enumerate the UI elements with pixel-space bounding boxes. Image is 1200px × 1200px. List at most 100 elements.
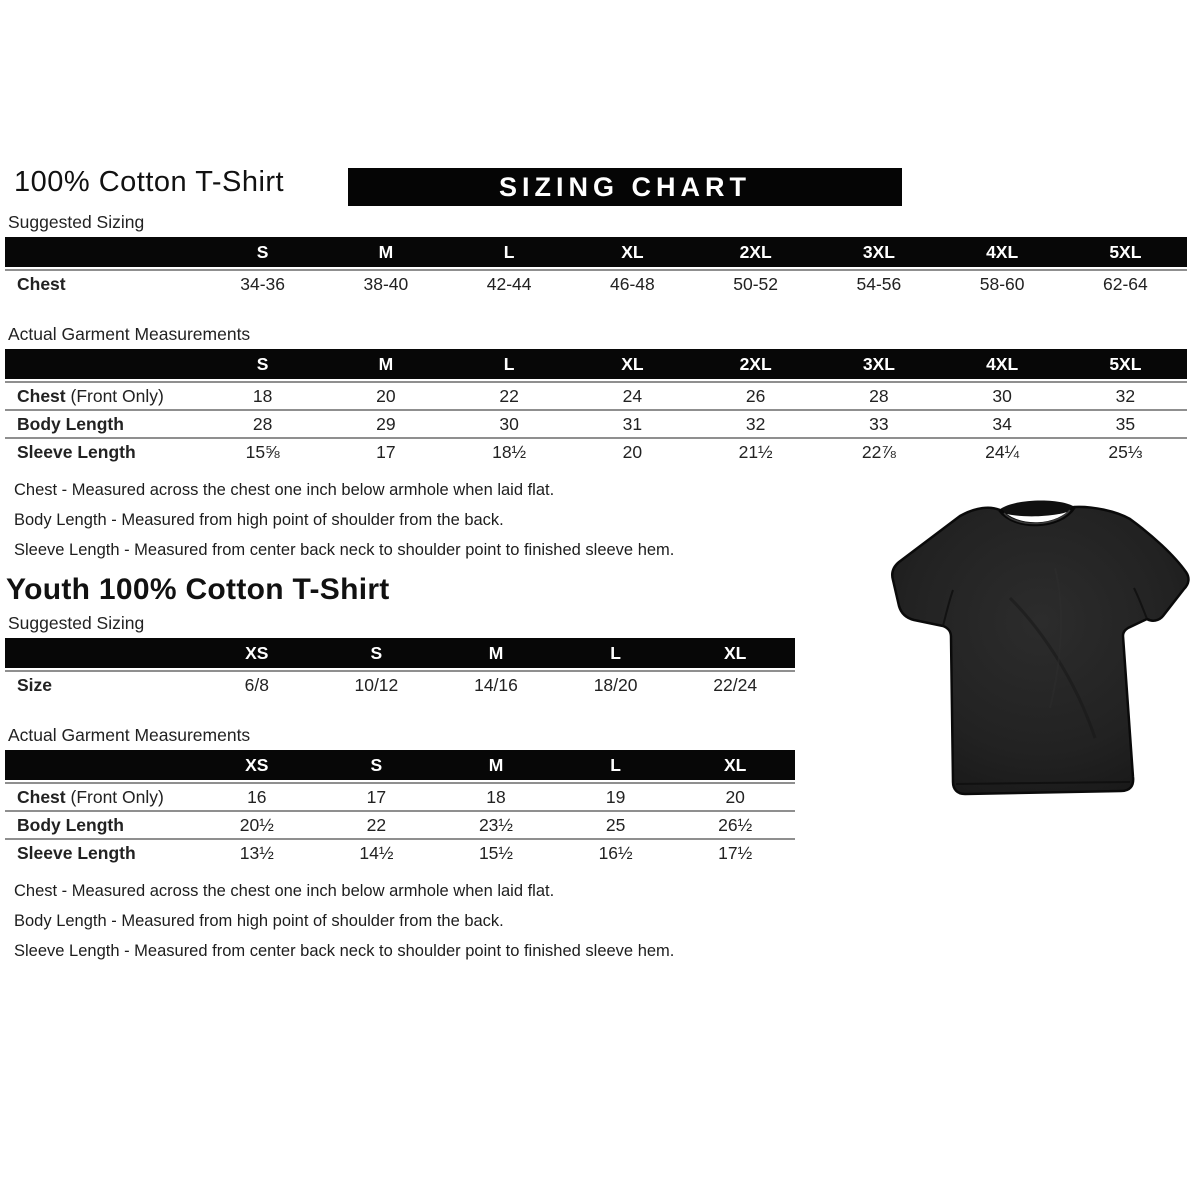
measurement-cell: 38-40 (363, 273, 409, 294)
size-column-header: M (488, 642, 504, 663)
size-column-header: L (610, 642, 621, 663)
measurement-cell: 32 (1115, 385, 1136, 406)
measurement-cell: 26 (745, 385, 766, 406)
measurement-cell: 16½ (598, 842, 633, 863)
size-column-header: XL (724, 754, 747, 775)
adult-suggested-sizing-table: S M L XL 2XL 3XL 4XL 5XL Chest 34-36 38-40 42-44 46-… (5, 237, 1187, 297)
tshirt-product-image (891, 500, 1190, 796)
measurement-cell: 31 (622, 413, 643, 434)
size-column-header: L (503, 241, 515, 262)
tshirt-wrinkle (1049, 567, 1063, 709)
measurement-cell: 22 (499, 385, 519, 406)
measurement-cell: 22 (366, 814, 387, 835)
measurement-cell: 25 (605, 814, 626, 835)
row-label: Chest (Front Only) (17, 786, 164, 807)
sizing-chart-banner-label: SIZING CHART (499, 171, 751, 202)
measurement-cell: 22⅞ (861, 441, 896, 462)
measurement-cell: 22/24 (713, 674, 758, 695)
measurement-cell: 18 (252, 385, 273, 406)
tshirt-right-underarm-seam (1133, 587, 1148, 620)
measurement-cell: 34-36 (240, 273, 285, 294)
youth-actual-measurements-table: XS S M L XL Chest (Front Only) 16 17 18 19 20 Body … (5, 750, 795, 866)
youth-measurement-notes: Chest - Measured across the chest one in… (14, 876, 1200, 966)
measurement-cell: 21½ (738, 441, 773, 462)
youth-title: Youth 100% Cotton T-Shirt (6, 573, 390, 606)
measurement-cell: 25⅓ (1108, 441, 1143, 462)
measurement-cell: 58-60 (979, 273, 1025, 294)
measurement-cell: 54-56 (856, 273, 902, 294)
size-column-header: 4XL (986, 241, 1019, 262)
size-column-header: M (378, 241, 394, 262)
measurement-cell: 17 (366, 786, 387, 807)
measurement-cell: 46-48 (609, 273, 655, 294)
size-column-header: M (488, 754, 504, 775)
table-row: Sleeve Length 15⅝ 17 18½ 20 21½ 22⅞ 24¼ 25⅓ (5, 437, 1187, 465)
size-column-header: XL (621, 353, 644, 374)
tshirt-collar-back (998, 500, 1076, 517)
measurement-cell: 20 (725, 786, 745, 807)
table-header-row: XS S M L XL (5, 638, 795, 668)
youth-actual-measurements-label: Actual Garment Measurements (8, 725, 251, 745)
measurement-cell: 23½ (478, 814, 514, 835)
measurement-cell: 34 (992, 413, 1012, 434)
measurement-cell: 50-52 (733, 273, 778, 294)
measurement-cell: 20 (376, 385, 396, 406)
measurement-cell: 24¼ (985, 441, 1020, 462)
measurement-note: Sleeve Length - Measured from center bac… (14, 541, 675, 559)
measurement-cell: 18/20 (593, 674, 638, 695)
size-column-header: S (370, 754, 383, 775)
adult-suggested-sizing-label: Suggested Sizing (8, 212, 145, 232)
row-label: Body Length (17, 413, 124, 434)
measurement-cell: 13½ (239, 842, 274, 863)
table-header-row: S M L XL 2XL 3XL 4XL 5XL (5, 349, 1187, 379)
measurement-cell: 32 (745, 413, 766, 434)
row-label: Chest (Front Only) (17, 385, 164, 406)
measurement-cell: 35 (1115, 413, 1136, 434)
measurement-cell: 33 (869, 413, 889, 434)
measurement-note: Body Length - Measured from high point o… (14, 912, 504, 930)
size-column-header: 4XL (986, 353, 1019, 374)
measurement-cell: 17½ (718, 842, 753, 863)
measurement-cell: 16 (247, 786, 267, 807)
measurement-cell: 26½ (718, 814, 753, 835)
measurement-cell: 14½ (359, 842, 394, 863)
table-header-row: S M L XL 2XL 3XL 4XL 5XL (5, 237, 1187, 267)
adult-measurement-notes: Chest - Measured across the chest one in… (14, 475, 1200, 565)
measurement-cell: 20 (622, 441, 643, 462)
tshirt-body-shape (891, 505, 1190, 796)
row-label: Sleeve Length (17, 842, 136, 863)
sizing-chart-banner: SIZING CHART (348, 168, 902, 206)
row-label: Sleeve Length (17, 441, 136, 462)
chart-content: Suggested Sizing S M L XL 2XL 3XL 4XL 5XL Chest 3… (0, 208, 1200, 966)
row-label: Chest (17, 273, 66, 294)
size-column-header: M (378, 353, 394, 374)
measurement-cell: 62-64 (1102, 273, 1148, 294)
size-column-header: S (256, 241, 269, 262)
measurement-cell: 10/12 (354, 674, 399, 695)
size-column-header: XS (245, 642, 269, 663)
measurement-cell: 18 (486, 786, 506, 807)
size-column-header: XL (621, 241, 644, 262)
measurement-cell: 24 (622, 385, 643, 406)
measurement-cell: 18½ (492, 441, 527, 462)
size-column-header: S (370, 642, 383, 663)
measurement-cell: 19 (605, 786, 626, 807)
table-row: Chest 34-36 38-40 42-44 46-48 50-52 54-56 58-60… (5, 269, 1187, 297)
measurement-cell: 15⅝ (245, 441, 280, 462)
table-row: Sleeve Length 13½ 14½ 15½ 16½ 17½ (5, 838, 795, 866)
measurement-cell: 15½ (478, 842, 514, 863)
size-column-header: 5XL (1109, 241, 1142, 262)
youth-suggested-sizing-table: XS S M L XL Size 6/8 10/12 14/16 18/20 22/24 (5, 638, 795, 698)
measurement-cell: 17 (376, 441, 396, 462)
measurement-cell: 6/8 (244, 674, 269, 695)
table-row: Chest (Front Only) 16 17 18 19 20 (5, 782, 795, 810)
measurement-cell: 14/16 (474, 674, 518, 695)
table-row: Body Length 20½ 22 23½ 25 26½ (5, 810, 795, 838)
size-column-header: 3XL (862, 241, 895, 262)
table-header-row: XS S M L XL (5, 750, 795, 780)
adult-actual-measurements-table: S M L XL 2XL 3XL 4XL 5XL Chest (Front Only) 18 20 2… (5, 349, 1187, 465)
page-title: 100% Cotton T-Shirt (14, 166, 285, 198)
row-label: Body Length (17, 814, 124, 835)
size-column-header: L (503, 353, 515, 374)
